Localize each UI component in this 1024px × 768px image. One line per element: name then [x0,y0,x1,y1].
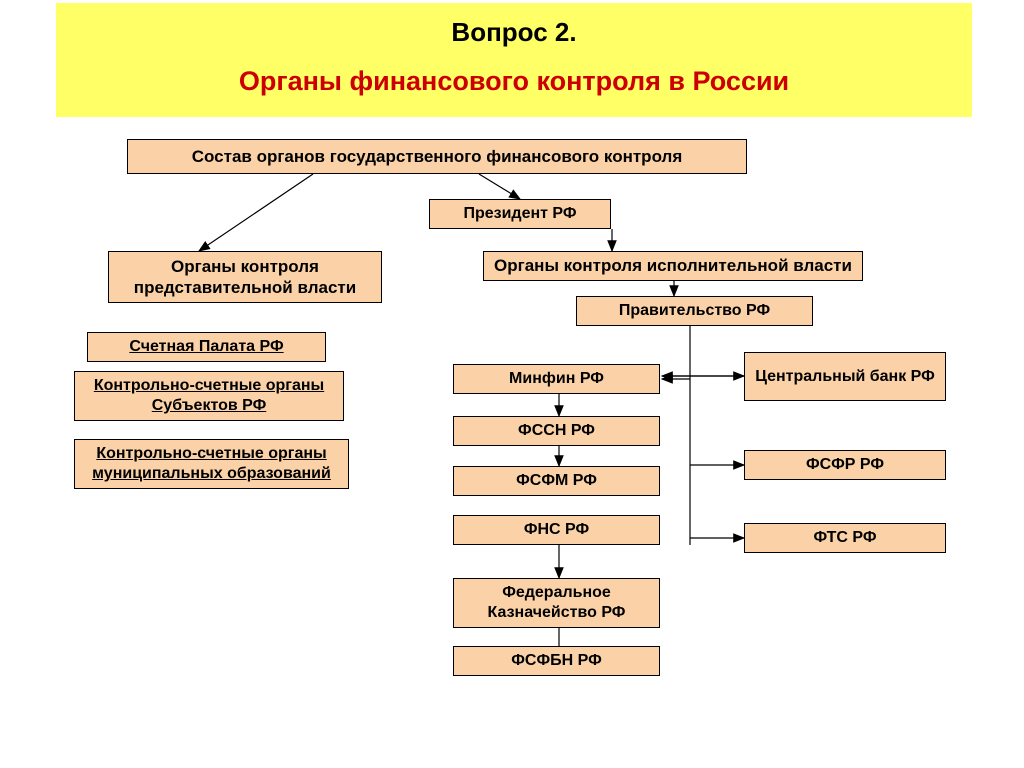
box-fssn: ФССН РФ [453,416,660,446]
box-fsfr: ФСФР РФ [744,450,946,480]
box-fsfbn: ФСФБН РФ [453,646,660,676]
box-minfin: Минфин РФ [453,364,660,394]
box-central-bank: Центральный банк РФ [744,352,946,401]
box-government: Правительство РФ [576,296,813,326]
box-municipal-audit: Контрольно-счетные органы муниципальных … [74,439,349,489]
box-composition: Состав органов государственного финансов… [127,139,747,174]
box-representative: Органы контроля представительной власти [108,251,382,303]
box-accounts-chamber: Счетная Палата РФ [87,332,326,362]
slide-canvas: Вопрос 2. Органы финансового контроля в … [0,0,1024,768]
box-treasury: Федеральное Казначейство РФ [453,578,660,628]
box-fts: ФТС РФ [744,523,946,553]
box-fsfm: ФСФМ РФ [453,466,660,496]
box-regional-audit: Контрольно-счетные органы Субъектов РФ [74,371,344,421]
box-executive: Органы контроля исполнительной власти [483,251,863,281]
box-fns: ФНС РФ [453,515,660,545]
box-president: Президент РФ [429,199,611,229]
header-line2: Органы финансового контроля в России [56,66,972,97]
header-line1: Вопрос 2. [56,17,972,48]
slide-header: Вопрос 2. Органы финансового контроля в … [56,3,972,117]
